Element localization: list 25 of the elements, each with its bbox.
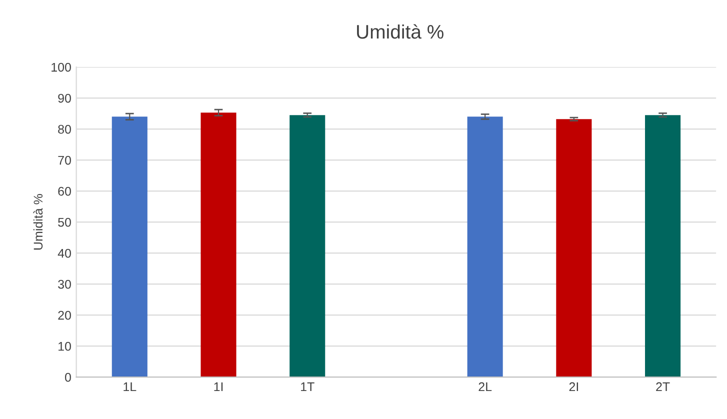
x-tick-label: 1I [214, 382, 223, 392]
y-tick-label: 50 [58, 218, 71, 227]
y-tick-label: 10 [58, 342, 71, 351]
y-tick-label: 20 [58, 310, 71, 320]
chart-title: Umidità % [357, 24, 444, 39]
y-tick-label: 90 [58, 94, 71, 103]
bar [556, 119, 592, 378]
bar [112, 116, 148, 378]
y-tick-label: 40 [58, 248, 71, 258]
y-tick-label: 70 [58, 156, 71, 165]
y-tick-label: 30 [58, 280, 71, 289]
y-tick-label: 0 [65, 372, 71, 382]
x-tick-label: 2T [656, 382, 670, 392]
x-tick-label: 1T [301, 382, 314, 392]
bar [290, 115, 326, 378]
y-tick-label: 100 [52, 62, 71, 72]
bar [200, 112, 236, 378]
y-tick-label: 80 [58, 124, 71, 134]
y-tick-label: 60 [58, 186, 71, 196]
x-tick-label: 2L [478, 382, 492, 392]
y-axis-title: Umidità % [33, 194, 43, 250]
x-tick-label: 1L [124, 382, 136, 392]
x-tick-label: 2I [569, 382, 578, 392]
bar [645, 115, 681, 378]
bar [467, 116, 503, 378]
